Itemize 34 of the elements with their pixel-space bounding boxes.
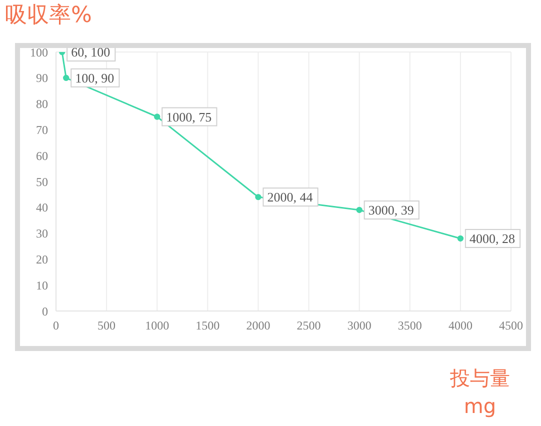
point (356, 206, 362, 214)
y-tick-label: 80 (36, 97, 48, 112)
x-tick-label: 3500 (398, 318, 422, 333)
x-tick-label: 1500 (196, 318, 220, 333)
x-axis-title: 投与量 mg (450, 366, 510, 418)
data-label: 60, 100 (71, 44, 110, 60)
y-tick-label: 60 (36, 148, 48, 163)
y-tick-label: 10 (36, 278, 48, 292)
x-tick-label: 0 (53, 318, 59, 333)
data-label: 3000, 39 (368, 202, 414, 218)
data-label: 4000, 28 (469, 230, 515, 246)
y-tick-label: 40 (36, 200, 48, 215)
y-tick-label: 70 (36, 122, 48, 137)
y-tick-label: 20 (36, 252, 48, 266)
x-tick-label: 500 (98, 318, 116, 333)
x-tick-label: 2000 (246, 318, 270, 333)
point (255, 194, 262, 200)
x-tick-label: 4500 (499, 318, 523, 333)
point (457, 235, 464, 242)
point (154, 114, 160, 120)
y-tick-label: 50 (36, 174, 48, 189)
data-label: 1000, 75 (166, 109, 212, 124)
y-axis-title: 吸収率% (5, 3, 92, 28)
y-tick-label: 100 (30, 45, 48, 60)
x-tick-label: 4000 (448, 318, 472, 333)
y-tick-label: 30 (36, 226, 48, 241)
y-tick-label: 90 (36, 71, 48, 86)
x-tick-label: 3000 (347, 318, 372, 333)
point (63, 74, 70, 81)
data-label: 2000, 44 (267, 190, 314, 205)
x-tick-label: 2500 (296, 318, 321, 333)
y-tick-label: 0 (42, 304, 48, 318)
data-label: 100, 90 (75, 70, 114, 86)
x-tick-label: 1000 (145, 318, 170, 333)
